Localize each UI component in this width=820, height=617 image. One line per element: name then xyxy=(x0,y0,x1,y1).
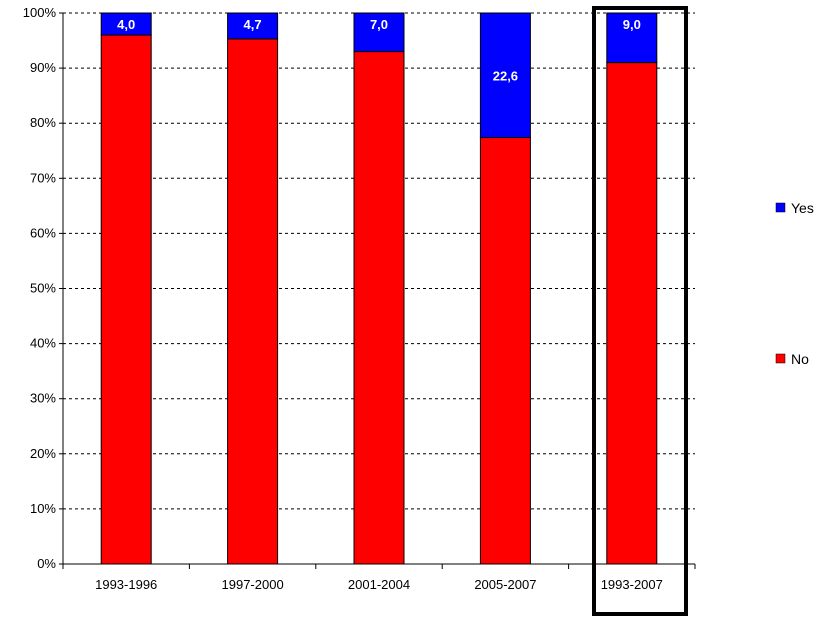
x-tick-label: 2001-2004 xyxy=(348,577,410,592)
highlight-box xyxy=(592,6,688,616)
y-tick-label: 90% xyxy=(30,60,56,75)
y-tick-label: 0% xyxy=(37,556,56,571)
y-tick-label: 10% xyxy=(30,501,56,516)
y-axis-ticks: 0% 10% 20% 30% 40% 50% 60% 70% 80% 90% 100% xyxy=(23,5,63,571)
data-label: 4,7 xyxy=(244,17,262,32)
data-label: 4,0 xyxy=(117,17,135,32)
data-label: 7,0 xyxy=(370,17,388,32)
x-tick-label: 2005-2007 xyxy=(474,577,536,592)
bar-yes xyxy=(100,12,152,36)
bars: 4,0 4,7 7,0 22,6 9,0 xyxy=(100,12,658,565)
bar-no xyxy=(100,34,152,565)
legend-swatch-no xyxy=(775,353,786,364)
legend: Yes No xyxy=(775,200,814,367)
y-tick-label: 100% xyxy=(23,5,57,20)
bar-no xyxy=(353,51,405,565)
y-tick-label: 20% xyxy=(30,446,56,461)
y-tick-label: 70% xyxy=(30,170,56,185)
data-label: 9,0 xyxy=(623,17,641,32)
x-tick-label: 1997-2000 xyxy=(222,577,284,592)
y-tick-label: 40% xyxy=(30,336,56,351)
bar-yes xyxy=(479,12,531,139)
bar-yes xyxy=(353,12,405,53)
x-tick-label: 1993-1996 xyxy=(95,577,157,592)
bar-no xyxy=(479,137,531,565)
x-axis-ticks: 1993-1996 1997-2000 2001-2004 2005-2007 1993… xyxy=(62,564,696,592)
bar-no xyxy=(227,38,279,565)
legend-label-yes: Yes xyxy=(791,200,814,216)
legend-swatch-yes xyxy=(775,202,786,213)
legend-label-no: No xyxy=(791,351,809,367)
bar-yes xyxy=(227,12,279,40)
x-tick-label: 1993-2007 xyxy=(601,577,663,592)
y-tick-label: 80% xyxy=(30,115,56,130)
y-tick-label: 60% xyxy=(30,225,56,240)
data-label: 22,6 xyxy=(493,68,518,83)
y-tick-label: 50% xyxy=(30,281,56,296)
bar-yes xyxy=(606,12,658,64)
bar-no xyxy=(606,62,658,565)
y-tick-label: 30% xyxy=(30,391,56,406)
